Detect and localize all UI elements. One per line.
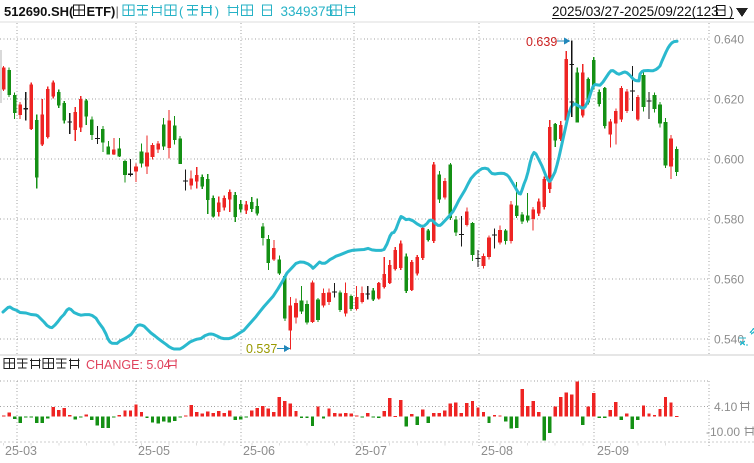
svg-text:|: |	[116, 4, 119, 19]
svg-text:-10.00: -10.00	[706, 425, 740, 439]
svg-text:25-08: 25-08	[481, 444, 513, 458]
svg-text:0.600: 0.600	[714, 153, 744, 167]
svg-text:25-05: 25-05	[138, 444, 170, 458]
svg-text:): )	[729, 4, 733, 19]
svg-text:0.560: 0.560	[714, 273, 744, 287]
svg-text:0.540: 0.540	[714, 333, 744, 347]
svg-text:ETF): ETF)	[87, 4, 116, 19]
svg-text:25-07: 25-07	[355, 444, 387, 458]
svg-text:512690.SH(: 512690.SH(	[4, 4, 74, 19]
svg-text:(: (	[179, 4, 184, 19]
svg-text:25-09: 25-09	[597, 444, 629, 458]
svg-text:0.640: 0.640	[714, 33, 744, 47]
svg-text:2025/03/27-2025/09/22(123: 2025/03/27-2025/09/22(123	[552, 4, 719, 19]
svg-text:4.10: 4.10	[714, 400, 738, 414]
svg-text:): )	[215, 4, 219, 19]
svg-text:25-06: 25-06	[243, 444, 275, 458]
svg-text:25-03: 25-03	[5, 444, 37, 458]
svg-text:0.537: 0.537	[246, 342, 277, 356]
svg-text:0.620: 0.620	[714, 93, 744, 107]
svg-text:3349375: 3349375	[281, 4, 334, 19]
svg-text:0.580: 0.580	[714, 213, 744, 227]
svg-text:0.639: 0.639	[526, 35, 557, 49]
svg-text:CHANGE: 5.04: CHANGE: 5.04	[86, 358, 171, 372]
